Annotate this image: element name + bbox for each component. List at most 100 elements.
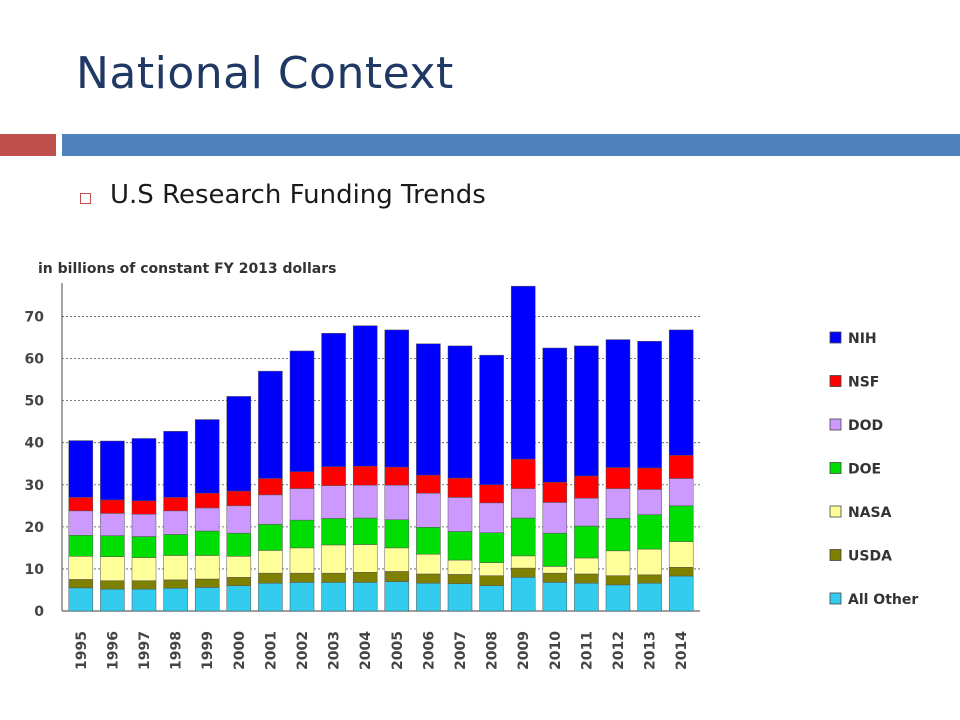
bar-segment	[163, 431, 188, 498]
bar-segment	[352, 517, 378, 545]
bar-segment	[637, 548, 662, 576]
bar-segment	[605, 584, 631, 612]
bar-segment	[100, 580, 125, 590]
bar-segment	[194, 492, 220, 509]
bar-segment	[416, 474, 441, 494]
bar-segment	[352, 484, 378, 519]
legend-swatch	[829, 462, 842, 474]
x-tick-label: 1995	[74, 631, 90, 670]
y-tick-label: 10	[25, 562, 45, 578]
bar-segment	[194, 587, 220, 612]
bar-segment	[194, 555, 220, 580]
bar-segment	[668, 478, 694, 507]
bar-segment	[258, 550, 283, 574]
bar-segment	[668, 541, 694, 568]
bar-segment	[574, 573, 599, 584]
bar-segment	[68, 510, 94, 536]
bar-segment	[100, 513, 125, 536]
bar-segment	[131, 580, 157, 590]
bar-segment	[226, 490, 252, 507]
bar-segment	[384, 329, 410, 468]
x-tick-label: 2011	[579, 631, 595, 670]
bar-segment	[194, 507, 220, 532]
legend-swatch	[829, 331, 842, 344]
bar-segment	[289, 547, 315, 574]
bar-segment	[68, 440, 94, 498]
y-tick-label: 60	[25, 352, 45, 368]
bar-segment	[479, 502, 504, 533]
bar-segment	[416, 573, 441, 584]
bar-segment	[131, 536, 157, 558]
bar-segment	[574, 497, 599, 527]
bar-segment	[416, 343, 441, 476]
bar-segment	[384, 571, 410, 582]
legend-label: DOD	[848, 418, 883, 434]
bar-segment	[321, 582, 346, 612]
x-tick-label: 2012	[611, 631, 627, 670]
bar-segment	[289, 350, 315, 472]
bar-segment	[668, 505, 694, 542]
legend-label: NASA	[848, 505, 892, 521]
bar-segment	[321, 518, 346, 546]
bar-segment	[574, 475, 599, 499]
x-tick-label: 2005	[390, 631, 406, 670]
bar-segment	[258, 494, 283, 525]
bar-segment	[668, 455, 694, 479]
bar-segment	[226, 532, 252, 557]
bar-segment	[542, 582, 568, 612]
y-tick-label: 50	[25, 394, 45, 410]
legend-swatch	[829, 418, 842, 431]
x-tick-label: 2006	[421, 631, 437, 670]
legend-swatch	[829, 505, 842, 518]
bar-segment	[226, 396, 252, 492]
bar-segment	[131, 513, 157, 537]
bar-segment	[447, 497, 473, 532]
bar-segment	[321, 333, 346, 467]
bar-segment	[542, 572, 568, 583]
bar-segment	[447, 559, 473, 575]
bar-segment	[226, 556, 252, 578]
bar-segment	[542, 502, 568, 534]
bar-segment	[510, 458, 536, 489]
bar-segment	[163, 510, 188, 535]
legend-swatch	[829, 375, 842, 387]
title-accent-red-bar	[0, 134, 56, 156]
bar-segment	[100, 556, 125, 581]
x-tick-label: 1996	[105, 631, 121, 670]
bar-segment	[226, 585, 252, 612]
bar-segment	[416, 492, 441, 528]
legend-label: NIH	[848, 331, 877, 347]
legend-label: All Other	[848, 592, 918, 608]
bar-segment	[510, 285, 536, 460]
bar-segment	[163, 555, 188, 581]
bar-segment	[321, 485, 346, 519]
title-accent-blue-bar	[62, 134, 960, 156]
bar-segment	[510, 577, 536, 612]
y-tick-label: 20	[25, 520, 45, 536]
y-tick-label: 30	[25, 478, 45, 494]
bar-segment	[668, 566, 694, 577]
x-tick-label: 2010	[548, 631, 564, 670]
bar-segment	[100, 588, 125, 612]
bar-segment	[542, 347, 568, 483]
bar-segment	[479, 585, 504, 612]
bar-segment	[447, 583, 473, 612]
bar-segment	[68, 556, 94, 580]
bar-segment	[542, 532, 568, 567]
bar-segment	[258, 572, 283, 584]
bar-segment	[258, 524, 283, 551]
bar-segment	[289, 572, 315, 583]
y-tick-label: 0	[34, 604, 44, 620]
bar-segment	[479, 532, 504, 563]
bar-segment	[479, 354, 504, 486]
x-tick-label: 2014	[674, 631, 690, 670]
bar-segment	[479, 562, 504, 576]
bar-segment	[637, 341, 662, 469]
bar-segment	[384, 484, 410, 520]
bar-segment	[637, 489, 662, 515]
legend-label: USDA	[848, 549, 892, 565]
legend-label: DOE	[848, 462, 881, 478]
bar-segment	[605, 575, 631, 586]
bar-segment	[352, 582, 378, 612]
